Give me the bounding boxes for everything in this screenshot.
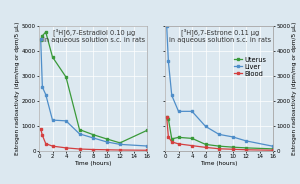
Uterus <box>105 138 108 140</box>
Liver <box>190 110 194 112</box>
Liver <box>40 86 44 88</box>
Text: [³H]6,7-Estradiol 0.10 μg
in aqueous solution s.c. in rats: [³H]6,7-Estradiol 0.10 μg in aqueous sol… <box>43 28 145 43</box>
Blood <box>204 146 207 148</box>
Blood <box>244 149 248 151</box>
Blood <box>105 149 108 151</box>
Liver <box>39 38 43 40</box>
Line: Uterus: Uterus <box>165 116 274 150</box>
X-axis label: Time (hours): Time (hours) <box>74 161 112 166</box>
Liver <box>271 145 275 147</box>
Liver <box>105 141 108 143</box>
Blood <box>145 149 149 151</box>
Uterus <box>271 148 275 150</box>
Blood <box>170 141 173 143</box>
Blood <box>64 147 68 149</box>
Liver <box>118 143 122 146</box>
Uterus <box>231 146 234 148</box>
Liver <box>231 136 234 138</box>
Liver <box>217 133 221 135</box>
Blood <box>40 134 44 137</box>
Blood <box>51 145 54 147</box>
Blood <box>190 144 194 147</box>
Uterus <box>78 128 81 131</box>
Uterus <box>40 35 44 37</box>
Line: Liver: Liver <box>165 24 274 148</box>
Blood <box>165 116 169 118</box>
Uterus <box>91 134 95 136</box>
Liver <box>177 110 180 112</box>
Line: Uterus: Uterus <box>39 31 148 144</box>
Uterus <box>170 138 173 140</box>
Liver <box>204 125 207 128</box>
Line: Liver: Liver <box>39 38 148 147</box>
Text: [³H]6,7-Estrone 0.11 μg
in aqueous solution s.c. in rats: [³H]6,7-Estrone 0.11 μg in aqueous solut… <box>169 28 271 43</box>
Liver <box>78 133 81 135</box>
Uterus <box>167 118 170 120</box>
Uterus <box>190 137 194 139</box>
Uterus <box>39 38 43 41</box>
Blood <box>78 148 81 150</box>
Legend: Uterus, Liver, Blood: Uterus, Liver, Blood <box>231 54 268 79</box>
Uterus <box>51 56 54 58</box>
Blood <box>91 148 95 151</box>
Liver <box>91 137 95 139</box>
Blood <box>217 148 221 150</box>
Blood <box>231 148 234 150</box>
Uterus <box>44 31 47 33</box>
Liver <box>51 119 54 121</box>
Line: Blood: Blood <box>39 128 148 151</box>
Liver <box>44 93 47 96</box>
Liver <box>244 140 248 142</box>
Line: Blood: Blood <box>165 116 274 151</box>
Liver <box>165 25 169 27</box>
Uterus <box>217 145 221 147</box>
Y-axis label: Estrogen radioactivity (dpm/mg or dpm/5 μL): Estrogen radioactivity (dpm/mg or dpm/5 … <box>15 22 20 155</box>
Uterus <box>118 142 122 144</box>
Uterus <box>145 129 149 131</box>
Liver <box>170 94 173 96</box>
Uterus <box>64 76 68 78</box>
Uterus <box>177 136 180 139</box>
Uterus <box>165 116 169 118</box>
Y-axis label: Estrogen radioactivity (dpm/mg or dpm/5 μL): Estrogen radioactivity (dpm/mg or dpm/5 … <box>292 22 297 155</box>
Blood <box>39 128 43 130</box>
Blood <box>177 143 180 145</box>
Blood <box>271 149 275 151</box>
Uterus <box>204 143 207 146</box>
Blood <box>118 149 122 151</box>
Uterus <box>244 147 248 149</box>
Blood <box>167 136 170 138</box>
X-axis label: Time (hours): Time (hours) <box>200 161 238 166</box>
Liver <box>167 60 170 62</box>
Blood <box>44 143 47 145</box>
Liver <box>145 145 149 147</box>
Liver <box>64 120 68 122</box>
